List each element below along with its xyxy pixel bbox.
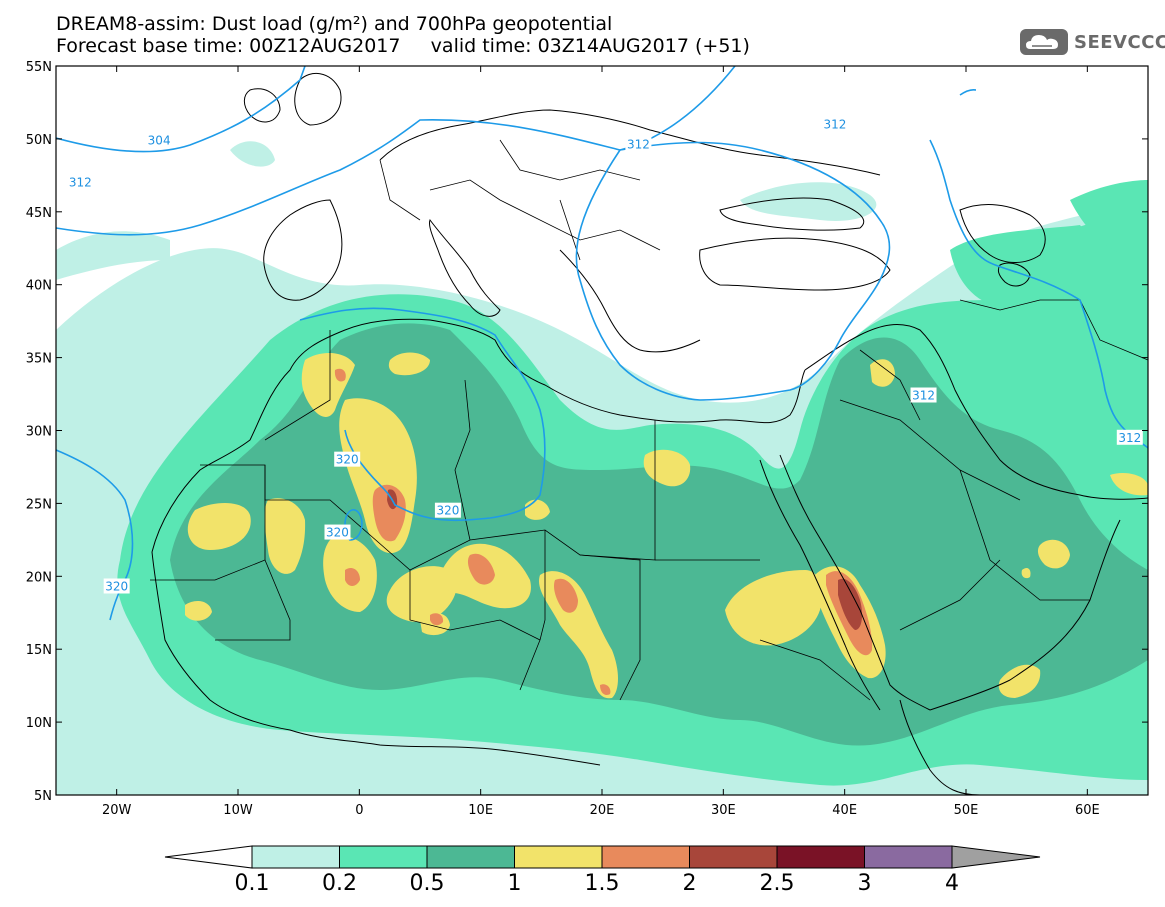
colorbar-label: 1.5 (584, 871, 620, 896)
lat-tick-label: 55N (26, 60, 52, 75)
colorbar-swatch (251, 845, 340, 869)
contour-label-bg (324, 524, 351, 540)
seevccc-logo: SEEVCCC (1018, 27, 1165, 57)
colorbar-swatch (514, 845, 603, 869)
colorbar-low-arrow (164, 845, 253, 869)
contour-label: 312 (824, 117, 847, 131)
contour-label: 304 (148, 133, 171, 147)
contour-label: 312 (1118, 431, 1141, 445)
contour-labels: 304 312 312 312 312 312 320 320 320 320 (67, 116, 1143, 594)
contour-label-bg (103, 578, 130, 594)
lat-tick-label: 5N (34, 789, 52, 804)
colorbar-label: 0.2 (322, 871, 357, 896)
lat-tick-label: 25N (26, 497, 52, 512)
dust-field (56, 66, 1148, 795)
contour-label-bg (910, 387, 937, 403)
lat-tick-label: 50N (26, 133, 52, 148)
lon-tick-label: 10W (223, 803, 253, 818)
colorbar-label: 2 (682, 871, 697, 896)
lon-tick-label: 30E (711, 803, 736, 818)
contour-label: 320 (436, 504, 459, 518)
lat-tick-label: 15N (26, 643, 52, 658)
contour-label: 312 (69, 176, 92, 190)
colorbar-swatch (689, 845, 778, 869)
longitude-axis: 20W 10W 0 10E 20E 30E 40E 50E 60E (102, 66, 1100, 818)
color-bar (164, 845, 1041, 869)
colorbar-swatch (601, 845, 690, 869)
latitude-axis: 55N 50N 45N 40N 35N 30N 25N 20N 15N 10N 5N (26, 60, 1148, 804)
colorbar-label: 0.1 (234, 871, 270, 896)
lat-tick-label: 20N (26, 570, 52, 585)
colorbar-swatch (864, 845, 953, 869)
lon-tick-label: 0 (355, 803, 363, 818)
colorbar-label: 0.5 (409, 871, 445, 896)
lon-tick-label: 50E (954, 803, 979, 818)
contour-label-bg (1116, 429, 1143, 445)
colorbar-label: 1 (507, 871, 522, 896)
lat-tick-label: 35N (26, 352, 52, 367)
lon-tick-label: 60E (1075, 803, 1100, 818)
contour-label-bg (821, 116, 848, 132)
lon-tick-label: 10E (468, 803, 493, 818)
contour-label-bg (67, 174, 94, 190)
lat-tick-label: 30N (26, 425, 52, 440)
coastlines (151, 72, 1148, 795)
lat-tick-label: 10N (26, 716, 52, 731)
colorbar-swatch (426, 845, 515, 869)
lon-tick-label: 20E (590, 803, 615, 818)
lat-tick-label: 40N (26, 279, 52, 294)
contour-label-bg (146, 132, 173, 148)
lon-tick-label: 40E (832, 803, 857, 818)
logo-text: SEEVCCC (1074, 31, 1165, 53)
colorbar-swatch (776, 845, 865, 869)
forecast-time-info: Forecast base time: 00Z12AUG2017 valid t… (56, 35, 750, 57)
contour-label-bg (334, 451, 361, 467)
contour-label: 312 (627, 138, 650, 152)
colorbar-label: 4 (945, 871, 959, 896)
contour-label: 320 (326, 526, 349, 540)
cloud-icon (1020, 29, 1068, 55)
colorbar-label: 2.5 (759, 871, 795, 896)
colorbar-high-arrow (951, 845, 1041, 869)
lon-tick-label: 20W (102, 803, 132, 818)
contour-label: 312 (912, 389, 935, 403)
contour-label: 320 (105, 580, 128, 594)
dust-class-0-5 (170, 323, 1148, 746)
contour-label-bg (434, 502, 461, 518)
colorbar-label: 3 (857, 871, 872, 896)
lat-tick-label: 45N (26, 206, 52, 221)
map-title: DREAM8-assim: Dust load (g/m²) and 700hP… (56, 13, 613, 35)
contour-label: 320 (336, 453, 359, 467)
country-borders (150, 139, 1148, 701)
contour-label-bg (625, 136, 652, 152)
colorbar-swatch (339, 845, 428, 869)
